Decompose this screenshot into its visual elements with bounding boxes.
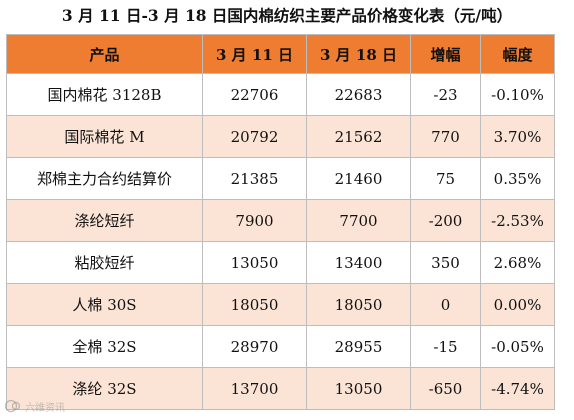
cell-product: 郑棉主力合约结算价	[6, 157, 203, 200]
cell-change: 75	[410, 157, 481, 200]
price-change-table: 产品 3 月 11 日 3 月 18 日 增幅 幅度 国内棉花 3128B 22…	[6, 34, 555, 410]
cell-change-rate: -4.74%	[480, 367, 555, 410]
cell-price-start: 21385	[202, 157, 307, 200]
cell-price-end: 21562	[306, 115, 411, 158]
header-change-rate: 幅度	[480, 34, 555, 74]
cell-change-rate: -2.53%	[480, 199, 555, 242]
table-body: 国内棉花 3128B 22706 22683 -23 -0.10% 国际棉花 M…	[6, 73, 555, 410]
header-change: 增幅	[410, 34, 481, 74]
table-row: 粘胶短纤 13050 13400 350 2.68%	[6, 241, 555, 284]
cell-change: -200	[410, 199, 481, 242]
cell-change-rate: 0.35%	[480, 157, 555, 200]
table-row: 人棉 30S 18050 18050 0 0.00%	[6, 283, 555, 326]
cell-change: 770	[410, 115, 481, 158]
header-date-start: 3 月 11 日	[202, 34, 307, 74]
cell-price-start: 20792	[202, 115, 307, 158]
cell-change: -650	[410, 367, 481, 410]
cell-price-end: 28955	[306, 325, 411, 368]
table-header: 产品 3 月 11 日 3 月 18 日 增幅 幅度	[6, 34, 555, 74]
cell-product: 涤纶 32S	[6, 367, 203, 410]
cell-change: 0	[410, 283, 481, 326]
table-row: 涤纶 32S 13700 13050 -650 -4.74%	[6, 367, 555, 410]
cell-change: -15	[410, 325, 481, 368]
cell-change: -23	[410, 73, 481, 116]
cell-price-end: 21460	[306, 157, 411, 200]
cell-price-end: 18050	[306, 283, 411, 326]
cell-product: 国内棉花 3128B	[6, 73, 203, 116]
table-title: 3 月 11 日-3 月 18 日国内棉纺织主要产品价格变化表（元/吨）	[61, 6, 513, 25]
cell-price-end: 13400	[306, 241, 411, 284]
header-row: 产品 3 月 11 日 3 月 18 日 增幅 幅度	[6, 34, 555, 74]
table-row: 涤纶短纤 7900 7700 -200 -2.53%	[6, 199, 555, 242]
cell-price-start: 18050	[202, 283, 307, 326]
cell-product: 粘胶短纤	[6, 241, 203, 284]
cell-change: 350	[410, 241, 481, 284]
cell-price-start: 7900	[202, 199, 307, 242]
cell-price-end: 13050	[306, 367, 411, 410]
cell-price-start: 28970	[202, 325, 307, 368]
table-row: 国内棉花 3128B 22706 22683 -23 -0.10%	[6, 73, 555, 116]
table-row: 郑棉主力合约结算价 21385 21460 75 0.35%	[6, 157, 555, 200]
header-product: 产品	[6, 34, 203, 74]
cell-product: 涤纶短纤	[6, 199, 203, 242]
cell-product: 国际棉花 M	[6, 115, 203, 158]
cell-product: 全棉 32S	[6, 325, 203, 368]
table-row: 国际棉花 M 20792 21562 770 3.70%	[6, 115, 555, 158]
table-row: 全棉 32S 28970 28955 -15 -0.05%	[6, 325, 555, 368]
cell-change-rate: 2.68%	[480, 241, 555, 284]
cell-change-rate: 3.70%	[480, 115, 555, 158]
cell-price-start: 13700	[202, 367, 307, 410]
cell-product: 人棉 30S	[6, 283, 203, 326]
cell-price-end: 7700	[306, 199, 411, 242]
header-date-end: 3 月 18 日	[306, 34, 411, 74]
cell-change-rate: -0.05%	[480, 325, 555, 368]
cell-price-start: 22706	[202, 73, 307, 116]
cell-change-rate: -0.10%	[480, 73, 555, 116]
cell-price-end: 22683	[306, 73, 411, 116]
cell-change-rate: 0.00%	[480, 283, 555, 326]
cell-price-start: 13050	[202, 241, 307, 284]
